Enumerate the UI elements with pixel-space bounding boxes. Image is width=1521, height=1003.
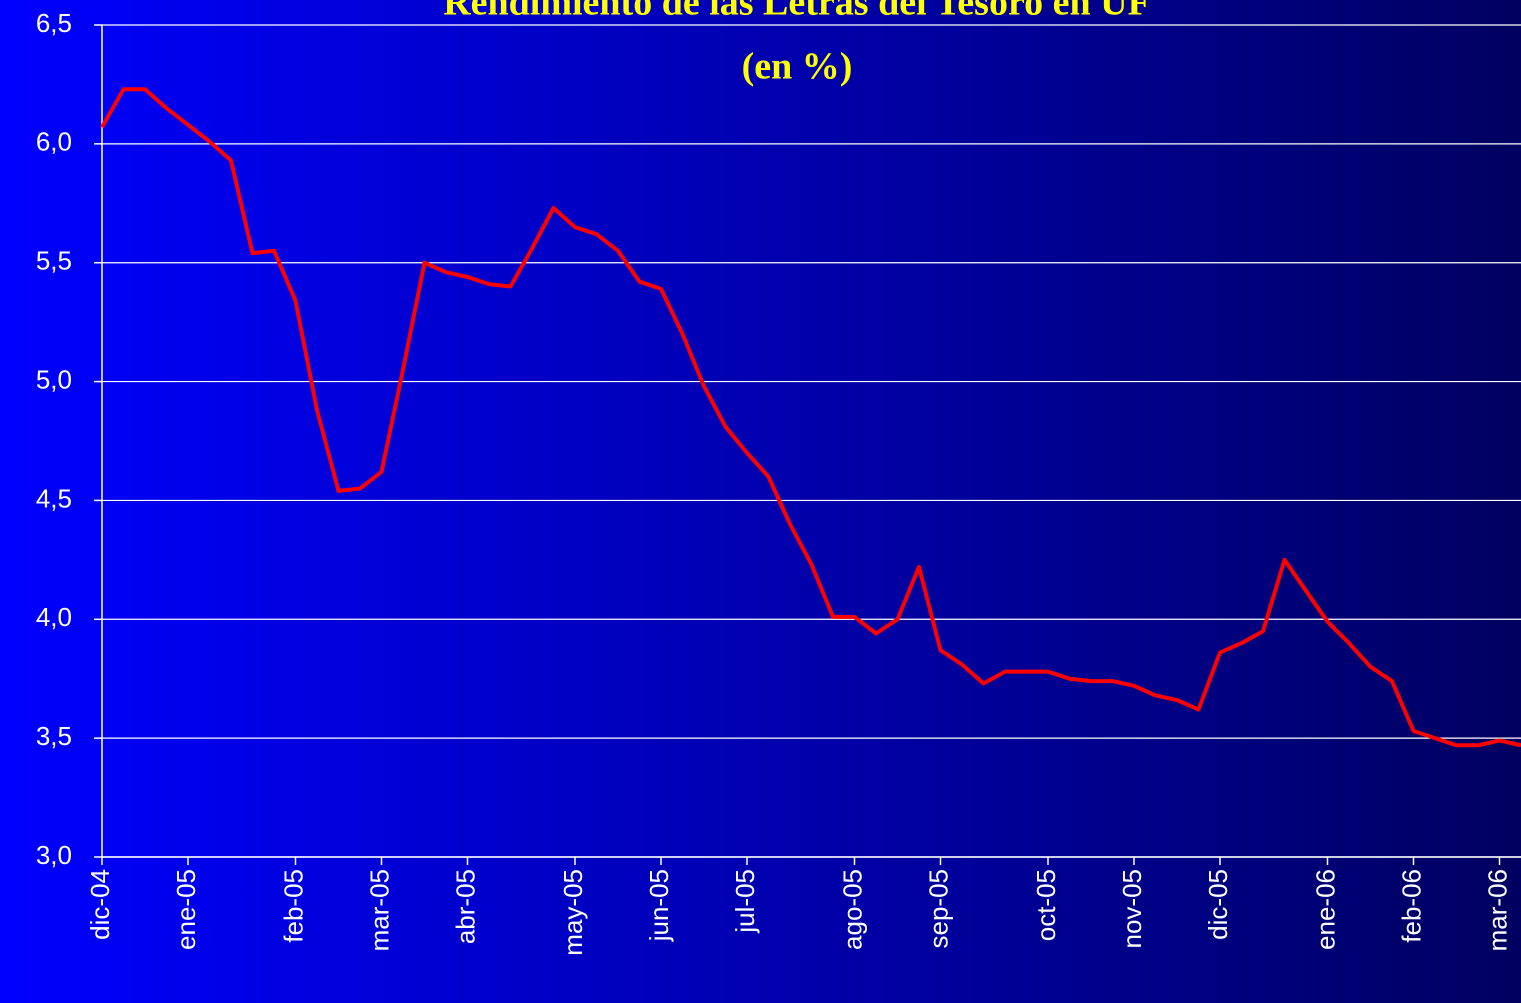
y-tick-label: 6,5 [36,8,72,38]
x-tick-label: nov-05 [1117,869,1147,949]
x-tick-label: ene-06 [1310,869,1340,950]
plot [100,87,1521,748]
x-tick-label: dic-05 [1203,869,1233,940]
y-tick-label: 3,5 [36,721,72,751]
x-tick-label: mar-06 [1482,869,1512,951]
data-line [100,87,1521,748]
x-tick-label: abr-05 [450,869,480,944]
x-tick-label: mar-05 [364,869,394,951]
y-tick-label: 5,5 [36,246,72,276]
y-tick-label: 5,0 [36,364,72,394]
x-tick-label: ago-05 [837,869,867,950]
x-tick-label: jun-05 [644,869,674,942]
x-tick-label: ene-05 [171,869,201,950]
chart-subtitle: (en %) [742,46,853,88]
y-tick-label: 3,0 [36,840,72,870]
x-tick-label: jul-05 [730,869,760,934]
x-tick-label: sep-05 [923,869,953,949]
y-tick-label: 4,0 [36,602,72,632]
grid [94,24,1521,865]
x-tick-label: feb-05 [278,869,308,943]
x-tick-label: may-05 [558,869,588,956]
y-tick-label: 6,0 [36,127,72,157]
x-tick-label: oct-05 [1031,869,1061,941]
x-tick-label: feb-06 [1396,869,1426,943]
chart-title: Rendimiento de las Letras del Tesoro en … [443,0,1151,24]
x-tick-label: dic-04 [85,869,115,940]
y-tick-label: 4,5 [36,483,72,513]
